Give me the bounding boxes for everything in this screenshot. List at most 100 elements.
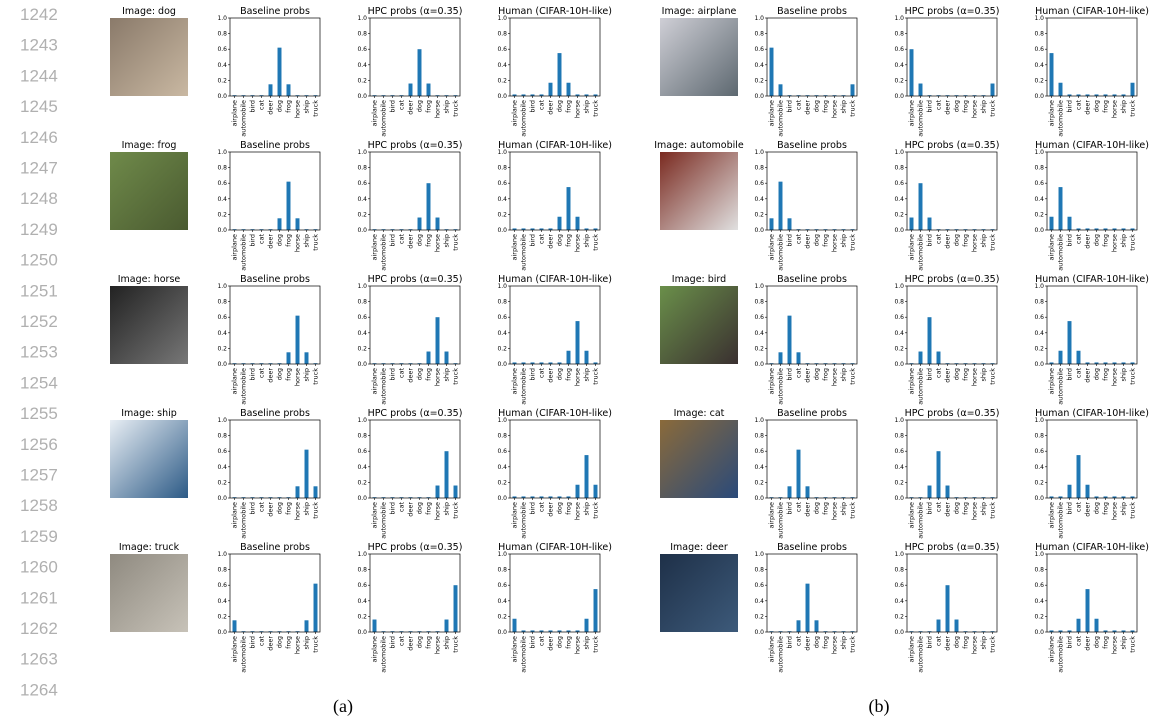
bar	[1077, 351, 1081, 364]
y-tick-label: 0.2	[357, 345, 367, 352]
class-label: cat	[398, 368, 406, 379]
class-label: deer	[1084, 502, 1092, 517]
y-tick-label: 0.8	[1034, 567, 1044, 574]
class-label: frog	[1102, 234, 1110, 247]
y-tick-label: 0.2	[357, 613, 367, 620]
y-tick-label: 0.4	[497, 598, 507, 605]
class-label: ship	[1120, 502, 1128, 515]
y-tick-label: 0.2	[754, 77, 764, 84]
class-label: truck	[312, 368, 320, 385]
bar	[427, 84, 431, 96]
class-label: truck	[1129, 234, 1137, 251]
bar	[919, 84, 923, 96]
y-tick-label: 0.2	[497, 77, 507, 84]
chart-title: Human (CIFAR-10H-like)	[498, 274, 612, 285]
bar	[558, 217, 562, 230]
class-label: dog	[276, 502, 284, 514]
chart-title: HPC probs (α=0.35)	[905, 408, 1000, 419]
class-label: ship	[583, 100, 591, 113]
chart-title: Baseline probs	[240, 274, 310, 285]
bar	[436, 486, 440, 498]
class-label: truck	[452, 234, 460, 251]
class-label: cat	[1075, 636, 1083, 647]
class-label: dog	[556, 368, 564, 380]
y-tick-label: 0.6	[754, 314, 764, 321]
y-tick-label: 0.4	[357, 598, 367, 605]
bar	[585, 455, 589, 498]
bar	[296, 218, 300, 230]
class-label: automobile	[520, 636, 528, 673]
y-tick-label: 0.6	[497, 46, 507, 53]
class-label: frog	[1102, 100, 1110, 113]
bar	[427, 352, 431, 364]
axes-frame	[510, 18, 600, 96]
class-label: cat	[795, 368, 803, 379]
class-label: bird	[1066, 100, 1074, 113]
bar	[806, 486, 810, 498]
class-label: dog	[1093, 234, 1101, 246]
y-tick-label: 0.2	[357, 479, 367, 486]
class-label: airplane	[231, 636, 239, 663]
y-tick-label: 0.6	[497, 448, 507, 455]
y-tick-label: 0.0	[894, 495, 904, 502]
class-label: deer	[547, 502, 555, 517]
class-label: cat	[538, 636, 546, 647]
bar	[1050, 217, 1054, 230]
class-label: horse	[971, 502, 979, 520]
class-label: dog	[1093, 636, 1101, 648]
class-label: dog	[556, 100, 564, 112]
class-label: frog	[565, 636, 573, 649]
class-label: ship	[980, 502, 988, 515]
class-label: truck	[1129, 636, 1137, 653]
y-tick-label: 0.2	[217, 345, 227, 352]
class-label: airplane	[908, 100, 916, 127]
bar	[445, 620, 449, 632]
class-label: automobile	[240, 100, 248, 137]
y-tick-label: 0.4	[357, 330, 367, 337]
image-title: Image: truck	[119, 542, 180, 553]
axes-frame	[907, 554, 997, 632]
y-tick-label: 0.0	[357, 93, 367, 100]
y-tick-label: 0.8	[357, 299, 367, 306]
class-label: horse	[1111, 368, 1119, 386]
class-label: horse	[434, 234, 442, 252]
y-tick-label: 0.8	[894, 31, 904, 38]
thumbnail-image	[110, 554, 188, 632]
class-label: airplane	[908, 368, 916, 395]
chart-title: Human (CIFAR-10H-like)	[1035, 408, 1149, 419]
class-label: frog	[565, 234, 573, 247]
class-label: dog	[953, 368, 961, 380]
class-label: bird	[529, 502, 537, 515]
class-label: frog	[822, 502, 830, 515]
line-number: 1251	[20, 281, 58, 300]
y-tick-label: 0.6	[894, 448, 904, 455]
y-tick-label: 0.8	[1034, 31, 1044, 38]
chart-title: Human (CIFAR-10H-like)	[1035, 140, 1149, 151]
class-label: cat	[795, 502, 803, 513]
bar	[928, 317, 932, 364]
class-label: deer	[1084, 636, 1092, 651]
class-label: ship	[980, 368, 988, 381]
class-label: automobile	[520, 502, 528, 539]
class-label: airplane	[908, 636, 916, 663]
y-tick-label: 1.0	[217, 15, 227, 22]
y-tick-label: 0.6	[357, 448, 367, 455]
class-label: bird	[1066, 502, 1074, 515]
y-tick-label: 0.0	[894, 629, 904, 636]
y-tick-label: 0.2	[217, 211, 227, 218]
class-label: cat	[1075, 502, 1083, 513]
class-label: deer	[267, 100, 275, 115]
y-tick-label: 0.6	[217, 180, 227, 187]
class-label: airplane	[371, 100, 379, 127]
line-number: 1244	[20, 66, 58, 85]
class-label: cat	[935, 234, 943, 245]
class-label: bird	[529, 636, 537, 649]
class-label: dog	[276, 368, 284, 380]
y-tick-label: 0.0	[357, 495, 367, 502]
class-label: frog	[1102, 502, 1110, 515]
y-tick-label: 0.2	[754, 613, 764, 620]
y-tick-label: 0.8	[1034, 433, 1044, 440]
y-tick-label: 0.6	[894, 46, 904, 53]
y-tick-label: 0.4	[754, 464, 764, 471]
y-tick-label: 1.0	[217, 149, 227, 156]
